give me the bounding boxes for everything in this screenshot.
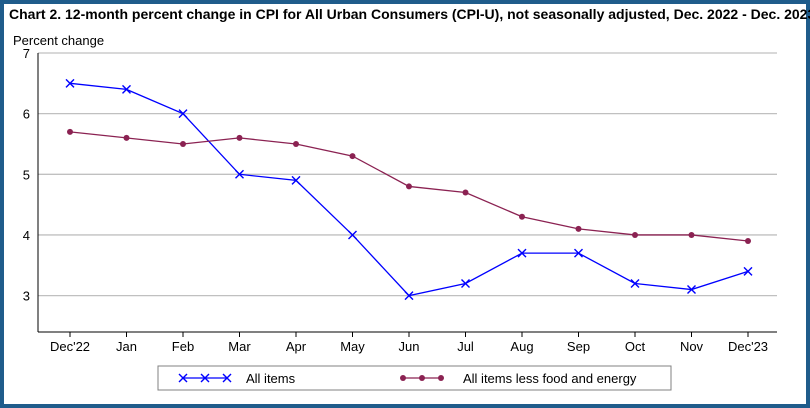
- legend-item: All items: [178, 371, 296, 386]
- x-tick-label: Nov: [680, 339, 704, 354]
- legend-swatch-marker: [222, 373, 232, 383]
- data-point: [123, 134, 130, 141]
- data-point: [293, 140, 299, 147]
- y-tick-label: 7: [23, 46, 30, 61]
- y-axis-title: Percent change: [13, 33, 104, 48]
- x-tick-label: Jan: [116, 339, 137, 354]
- marker-stroke: [687, 285, 696, 295]
- data-point: [406, 183, 412, 190]
- legend-swatch-marker: [178, 373, 188, 383]
- data-point: [235, 169, 244, 179]
- series-line-all-items: [69, 82, 749, 297]
- data-point: [632, 231, 638, 238]
- marker-stroke: [743, 266, 753, 276]
- axes: [37, 53, 777, 337]
- data-point: [349, 153, 356, 160]
- data-point: [630, 278, 640, 288]
- y-tick-label: 5: [23, 167, 30, 182]
- data-point: [688, 231, 695, 238]
- legend-swatch-marker: [200, 373, 210, 383]
- x-tick-label: May: [340, 339, 365, 354]
- chart-title: Chart 2. 12-month percent change in CPI …: [9, 6, 810, 22]
- legend-label: All items: [246, 371, 296, 386]
- data-point: [687, 285, 696, 295]
- data-point: [122, 84, 131, 94]
- marker-stroke: [122, 84, 131, 94]
- x-tick-label: Apr: [286, 339, 307, 354]
- series-all-items-less-food-and-energy: [67, 128, 751, 245]
- x-tick-label: Jul: [457, 339, 474, 354]
- data-point: [743, 266, 753, 276]
- marker-stroke: [291, 175, 301, 185]
- series-layer: [65, 78, 753, 301]
- legend-swatch-marker: [419, 375, 425, 381]
- y-tick-label: 6: [23, 107, 30, 122]
- marker-stroke: [404, 291, 414, 301]
- data-point: [291, 175, 301, 185]
- x-tick-label: Jun: [399, 339, 420, 354]
- data-point: [519, 213, 525, 220]
- marker-stroke: [178, 373, 188, 383]
- legend-label: All items less food and energy: [463, 371, 637, 386]
- data-point: [236, 134, 243, 141]
- data-point: [180, 140, 186, 147]
- x-tick-label: Sep: [567, 339, 590, 354]
- data-point: [462, 189, 469, 196]
- x-tick-label: Feb: [172, 339, 194, 354]
- gridlines: [38, 52, 777, 297]
- data-point: [461, 278, 470, 288]
- marker-stroke: [517, 248, 527, 258]
- marker-stroke: [222, 373, 232, 383]
- legend-swatch-marker: [438, 375, 444, 381]
- legend-swatch-marker: [400, 375, 406, 381]
- marker-stroke: [348, 230, 357, 240]
- legend-item: All items less food and energy: [400, 371, 637, 386]
- marker-stroke: [630, 278, 640, 288]
- tick-labels: 3 4 5 6 7 Dec'22 Jan Feb Mar Apr May Jun Jul Aug Sep Oc…: [23, 46, 768, 354]
- x-tick-label: Aug: [510, 339, 533, 354]
- x-tick-label: Dec'22: [50, 339, 90, 354]
- data-point: [404, 291, 414, 301]
- data-point: [517, 248, 527, 258]
- x-tick-label: Mar: [228, 339, 251, 354]
- marker-stroke: [574, 248, 583, 258]
- marker-stroke: [65, 78, 75, 88]
- data-point: [348, 230, 357, 240]
- data-point: [67, 128, 73, 135]
- marker-stroke: [461, 278, 470, 288]
- marker-stroke: [235, 169, 244, 179]
- data-point: [574, 248, 583, 258]
- data-point: [745, 238, 751, 245]
- data-point: [65, 78, 75, 88]
- x-tick-label: Oct: [625, 339, 646, 354]
- x-tick-label: Dec'23: [728, 339, 768, 354]
- marker-stroke: [178, 109, 188, 119]
- data-point: [575, 225, 582, 232]
- marker-stroke: [200, 373, 210, 383]
- series-all-items: [65, 78, 753, 301]
- y-tick-label: 3: [23, 289, 30, 304]
- legend: All items All items less food and energy: [157, 365, 672, 391]
- data-point: [178, 109, 188, 119]
- y-tick-label: 4: [23, 228, 30, 243]
